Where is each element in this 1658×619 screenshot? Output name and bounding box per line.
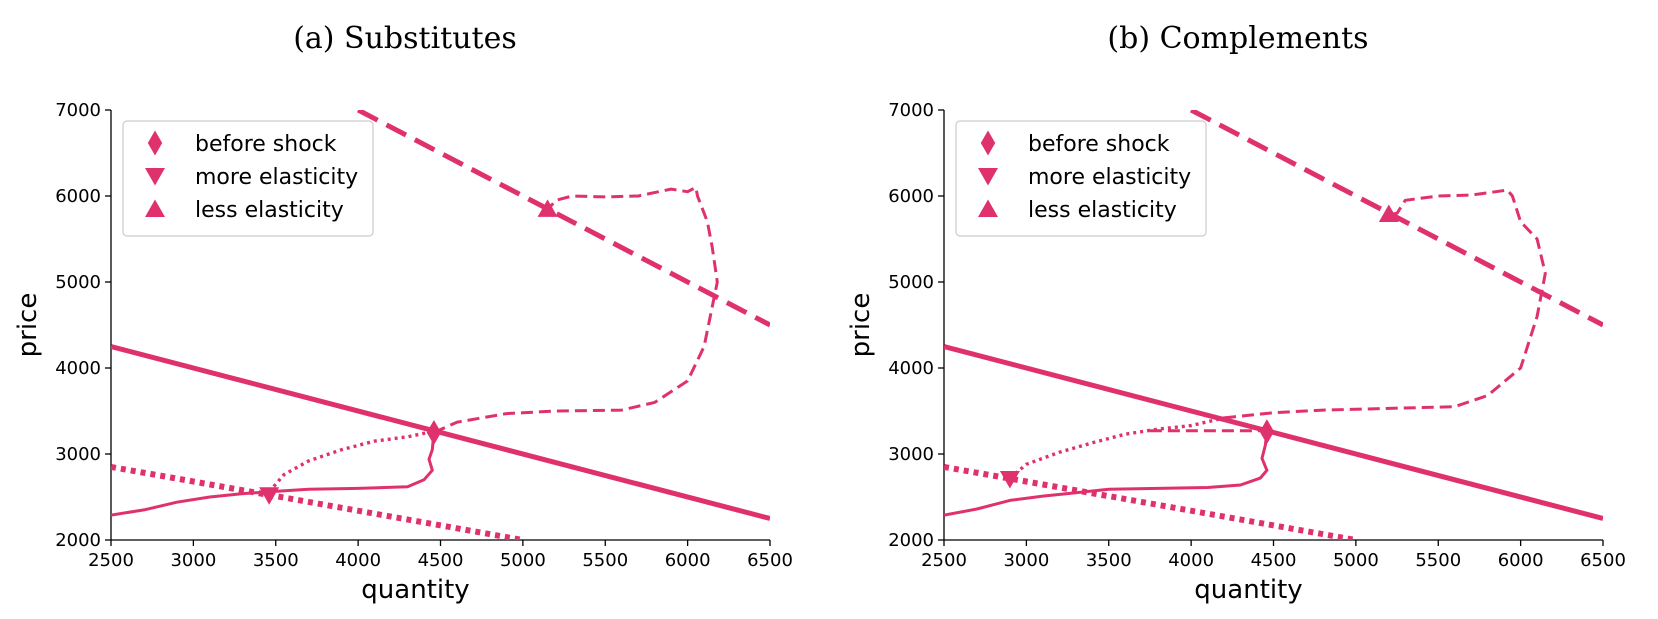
y-tick-label: 7000: [888, 100, 934, 121]
triangle-down-marker: [999, 470, 1020, 489]
x-axis-label: quantity: [1194, 575, 1302, 605]
legend-box: [955, 120, 1207, 237]
solid-trajectory-path: [944, 431, 1269, 517]
x-tick-label: 2500: [921, 550, 967, 571]
legend-label: less elasticity: [1028, 198, 1177, 223]
x-tick-label: 4000: [335, 550, 381, 571]
legend-label: more elasticity: [195, 165, 358, 190]
legend-label: before shock: [195, 132, 337, 157]
triangle-up-marker: [1378, 204, 1399, 223]
triangle-up-legend-icon: [978, 199, 998, 217]
y-tick-label: 5000: [55, 272, 101, 293]
triangle-down-marker: [259, 487, 280, 505]
y-tick-label: 3000: [55, 444, 101, 465]
x-tick-label: 3500: [253, 550, 299, 571]
y-tick-label: 4000: [55, 358, 101, 379]
diamond-legend-icon: [147, 130, 163, 156]
y-tick-label: 5000: [888, 272, 934, 293]
legend-box: [122, 120, 374, 237]
y-axis-label: price: [13, 293, 43, 358]
legend-label: before shock: [1028, 132, 1170, 157]
triangle-up-marker: [537, 199, 558, 217]
y-tick-label: 4000: [888, 358, 934, 379]
x-tick-label: 6000: [1498, 550, 1544, 571]
y-tick-label: 6000: [55, 186, 101, 207]
chart-title: (b) Complements: [1107, 21, 1368, 56]
x-tick-label: 5500: [1415, 550, 1461, 571]
diamond-marker: [1259, 419, 1275, 445]
x-tick-label: 5000: [500, 550, 546, 571]
triangle-down-legend-icon: [145, 168, 165, 186]
y-tick-label: 3000: [888, 444, 934, 465]
y-axis-label: price: [846, 293, 876, 358]
dotted-trajectory-path: [267, 429, 433, 493]
solid-trajectory-path: [111, 432, 436, 517]
dotted-trajectory-path: [1008, 416, 1225, 480]
x-tick-label: 5500: [582, 550, 628, 571]
chart-title: (a) Substitutes: [293, 21, 517, 56]
legend-label: less elasticity: [195, 198, 344, 223]
x-tick-label: 6500: [1580, 550, 1626, 571]
x-tick-label: 2500: [88, 550, 134, 571]
x-tick-label: 4500: [418, 550, 464, 571]
x-axis-label: quantity: [361, 575, 469, 605]
x-tick-label: 3500: [1086, 550, 1132, 571]
x-tick-label: 5000: [1333, 550, 1379, 571]
y-tick-label: 2000: [888, 530, 934, 551]
diamond-legend-icon: [980, 130, 996, 156]
x-tick-label: 3000: [1003, 550, 1049, 571]
x-tick-label: 3000: [170, 550, 216, 571]
triangle-up-legend-icon: [145, 199, 165, 217]
y-tick-label: 2000: [55, 530, 101, 551]
chart-panel-2: (b) Complements 2500 3000 3500 4000 4500 5000 5…: [846, 21, 1626, 605]
dashed-trajectory-path: [1223, 188, 1547, 420]
x-tick-label: 4500: [1251, 550, 1297, 571]
legend-label: more elasticity: [1028, 165, 1191, 190]
y-tick-label: 7000: [55, 100, 101, 121]
chart-panel-1: (a) Substitutes 2500 3000 3500 4000 4500 5000 5…: [13, 21, 793, 605]
dashed-curve-line: [356, 110, 770, 328]
y-tick-label: 6000: [888, 186, 934, 207]
x-tick-label: 6000: [665, 550, 711, 571]
x-tick-label: 6500: [747, 550, 793, 571]
dashed-curve-line: [1189, 110, 1603, 328]
triangle-down-legend-icon: [978, 168, 998, 186]
diamond-marker: [426, 420, 442, 445]
dashed-trajectory-path: [433, 185, 719, 434]
x-tick-label: 4000: [1168, 550, 1214, 571]
